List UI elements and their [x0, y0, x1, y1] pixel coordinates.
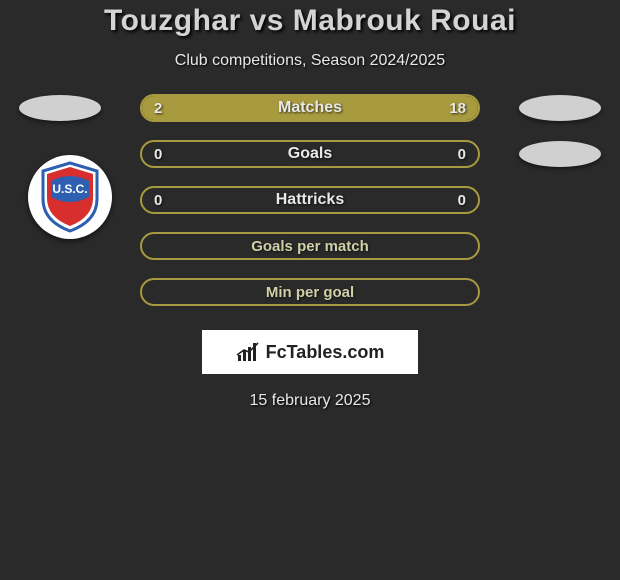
stat-bar: 00Goals — [140, 140, 480, 168]
metric-row: 218Matches — [0, 94, 620, 122]
sub-stat-bar: Min per goal — [140, 278, 480, 306]
right-badge-slot — [508, 141, 612, 167]
page-title: Touzghar vs Mabrouk Rouai — [104, 4, 516, 38]
right-badge-slot — [508, 95, 612, 121]
stat-bar: 00Hattricks — [140, 186, 480, 214]
subtitle: Club competitions, Season 2024/2025 — [175, 52, 445, 70]
stat-label: Hattricks — [142, 191, 478, 209]
submetrics-area: Goals per match Min per goal — [140, 232, 480, 324]
svg-text:U.S.C.: U.S.C. — [52, 182, 87, 196]
player-crest-left: U.S.C. — [28, 155, 112, 239]
club-crest-icon: U.S.C. — [39, 161, 101, 233]
left-badge-slot — [8, 95, 112, 121]
date-label: 15 february 2025 — [250, 392, 371, 410]
sub-stat-bar: Goals per match — [140, 232, 480, 260]
bar-chart-icon — [236, 341, 262, 363]
stat-bar: 218Matches — [140, 94, 480, 122]
stat-label: Matches — [142, 99, 478, 117]
player-placeholder-left — [19, 95, 101, 121]
brand-text: FcTables.com — [266, 342, 385, 363]
comparison-card: Touzghar vs Mabrouk Rouai Club competiti… — [0, 0, 620, 410]
brand-badge[interactable]: FcTables.com — [202, 330, 418, 374]
stat-label: Goals — [142, 145, 478, 163]
player-placeholder-right — [519, 141, 601, 167]
player-placeholder-right — [519, 95, 601, 121]
